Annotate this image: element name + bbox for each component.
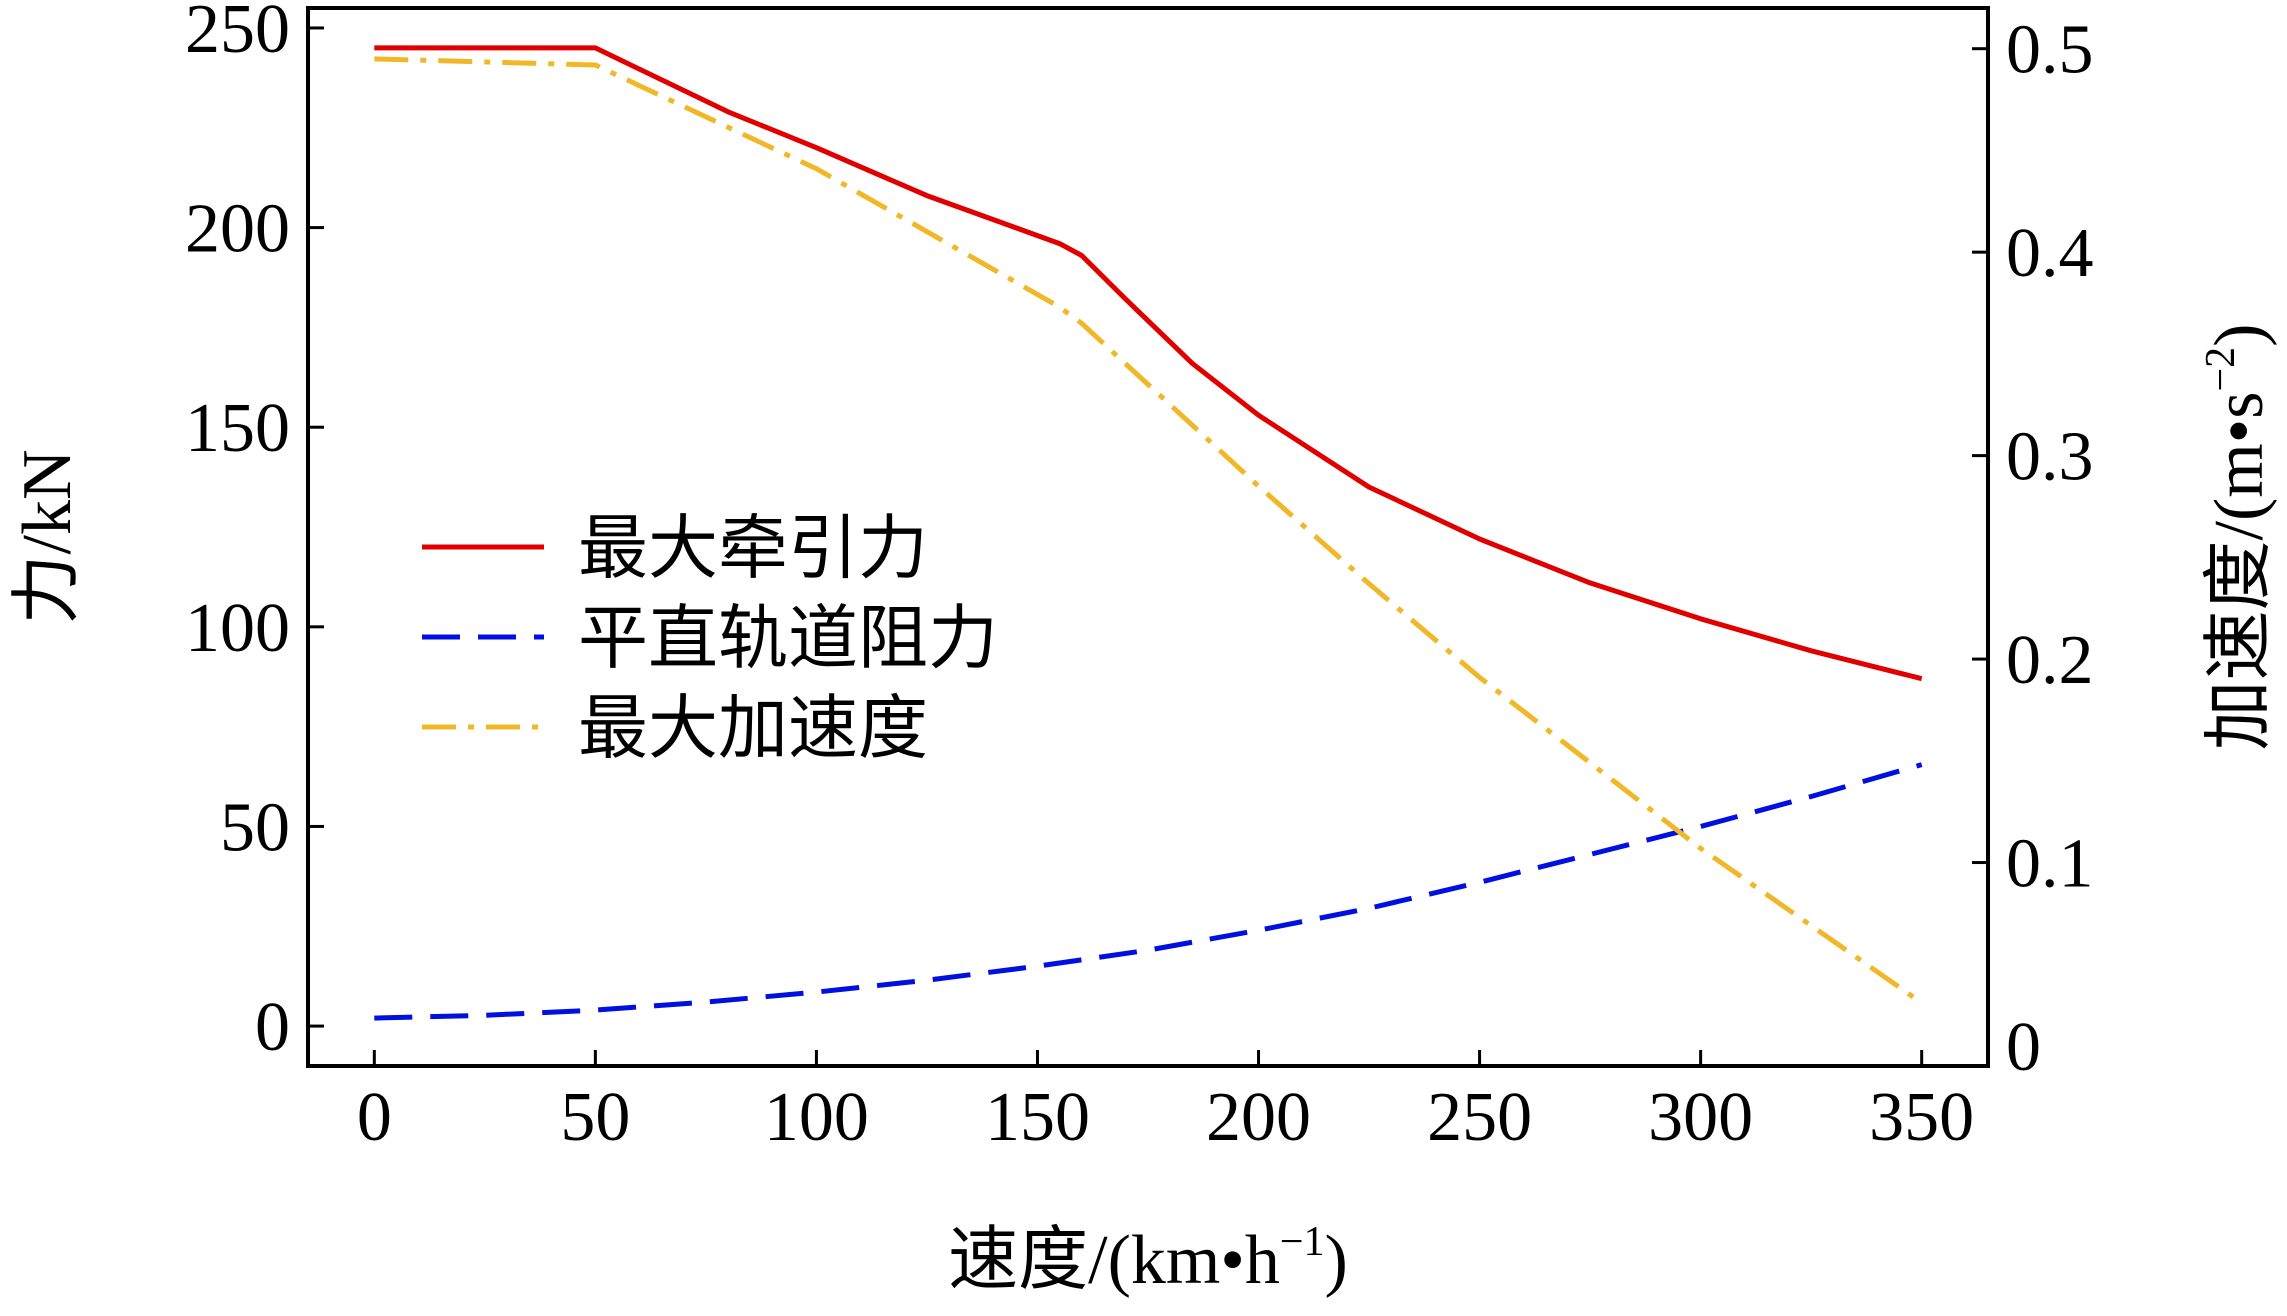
y-left-tick-label: 0	[255, 989, 290, 1066]
y-left-tick-label: 150	[185, 390, 290, 467]
x-tick-label: 0	[357, 1079, 392, 1156]
x-axis-title-text: 速度/(km•h	[948, 1222, 1280, 1299]
x-tick-label: 50	[560, 1079, 630, 1156]
y-right-tick-label: 0.5	[2006, 12, 2094, 89]
y-right-origin-label: 0	[2006, 1009, 2041, 1086]
x-tick-label: 150	[985, 1079, 1090, 1156]
y-right-tick-label: 0.4	[2006, 215, 2094, 292]
series-line-0	[374, 45, 1923, 682]
series-layer	[374, 45, 1924, 1021]
y-left-tick-label: 200	[185, 191, 290, 268]
y-right-axis-title-sup: −2	[2198, 347, 2244, 392]
legend-label-1: 平直轨道阻力	[578, 597, 998, 679]
series-line-1	[374, 762, 1923, 1021]
x-tick-label: 250	[1427, 1079, 1532, 1156]
y-right-tick-label: 0.1	[2006, 826, 2094, 903]
x-tick-label: 200	[1206, 1079, 1311, 1156]
y-left-axis-title: 力/kN	[9, 450, 86, 625]
y-left-tick-label: 250	[185, 0, 290, 68]
x-tick-label: 100	[764, 1079, 869, 1156]
x-axis-title: 速度/(km•h−1)	[948, 1219, 1348, 1299]
y-right-tick-label: 0.3	[2006, 419, 2094, 496]
y-left-tick-label: 50	[220, 789, 290, 866]
x-axis-ticks: 0 50 100 150 200 250 300 350	[357, 1050, 1974, 1156]
x-axis-title-sup: −1	[1280, 1219, 1325, 1265]
x-tick-label: 350	[1869, 1079, 1974, 1156]
legend-label-2: 最大加速度	[578, 687, 928, 769]
y-right-axis-title: 加速度/(m•s−2)	[2198, 324, 2278, 751]
y-right-axis-ticks: 0.1 0.2 0.3 0.4 0.5 0	[1972, 12, 2094, 1086]
series-line-2	[374, 56, 1924, 1005]
x-axis-title-close: )	[1325, 1222, 1348, 1299]
y-left-axis-ticks: 0 50 100 150 200 250	[185, 0, 324, 1066]
y-right-tick-label: 0.2	[2006, 622, 2094, 699]
legend-label-0: 最大牵引力	[578, 507, 928, 589]
y-right-axis-title-text: 加速度/(m•s	[2201, 392, 2278, 751]
plot-frame	[306, 6, 1990, 1068]
y-left-tick-label: 100	[185, 590, 290, 667]
x-tick-label: 300	[1648, 1079, 1753, 1156]
y-right-axis-title-close: )	[2201, 324, 2278, 347]
